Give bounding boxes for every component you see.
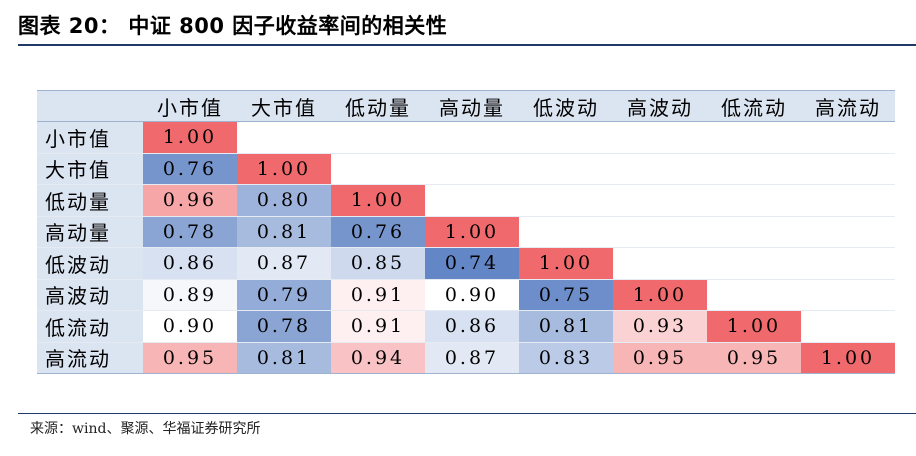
correlation-cell: 0.95 <box>143 342 237 374</box>
empty-cell <box>613 121 707 154</box>
correlation-cell: 0.86 <box>425 310 519 343</box>
column-header: 大市值 <box>237 90 331 122</box>
empty-cell <box>425 184 519 217</box>
figure-title: 图表 20： 中证 800 因子收益率间的相关性 <box>18 14 448 38</box>
correlation-cell: 0.81 <box>519 310 613 343</box>
row-header: 高流动 <box>37 342 143 374</box>
table-row: 大市值 0.76 1.00 <box>37 153 895 185</box>
correlation-cell: 0.81 <box>237 216 331 248</box>
empty-cell <box>707 279 801 311</box>
empty-cell <box>331 121 425 154</box>
correlation-cell: 1.00 <box>237 153 331 185</box>
row-header: 低流动 <box>37 310 143 343</box>
empty-cell <box>801 247 895 280</box>
row-header: 低动量 <box>37 184 143 217</box>
row-header: 大市值 <box>37 153 143 185</box>
correlation-cell: 0.81 <box>237 342 331 374</box>
empty-cell <box>519 121 613 154</box>
correlation-cell: 0.90 <box>143 310 237 343</box>
empty-cell <box>519 153 613 185</box>
correlation-cell: 0.96 <box>143 184 237 217</box>
empty-cell <box>613 184 707 217</box>
correlation-cell: 0.90 <box>425 279 519 311</box>
table-row: 低流动 0.90 0.78 0.91 0.86 0.81 0.93 1.00 <box>37 310 895 343</box>
column-header: 低流动 <box>707 90 801 122</box>
empty-cell <box>519 216 613 248</box>
correlation-cell: 0.87 <box>237 247 331 280</box>
correlation-cell: 0.91 <box>331 310 425 343</box>
empty-cell <box>237 121 331 154</box>
correlation-cell: 1.00 <box>801 342 895 374</box>
column-header: 高波动 <box>613 90 707 122</box>
table-row: 低动量 0.96 0.80 1.00 <box>37 184 895 217</box>
row-header: 高动量 <box>37 216 143 248</box>
empty-cell <box>801 310 895 343</box>
correlation-cell: 0.79 <box>237 279 331 311</box>
correlation-cell: 1.00 <box>143 121 237 154</box>
correlation-cell: 0.93 <box>613 310 707 343</box>
correlation-cell: 1.00 <box>425 216 519 248</box>
correlation-cell: 0.89 <box>143 279 237 311</box>
correlation-cell: 1.00 <box>707 310 801 343</box>
empty-cell <box>707 184 801 217</box>
source-rule <box>18 413 916 414</box>
correlation-cell: 0.85 <box>331 247 425 280</box>
correlation-cell: 0.78 <box>143 216 237 248</box>
row-header: 高波动 <box>37 279 143 311</box>
empty-cell <box>707 121 801 154</box>
correlation-cell: 0.95 <box>707 342 801 374</box>
empty-cell <box>613 247 707 280</box>
empty-cell <box>425 153 519 185</box>
empty-cell <box>801 216 895 248</box>
table-row: 低波动 0.86 0.87 0.85 0.74 1.00 <box>37 247 895 280</box>
table-row: 高波动 0.89 0.79 0.91 0.90 0.75 1.00 <box>37 279 895 311</box>
title-rule <box>18 44 916 46</box>
correlation-cell: 1.00 <box>519 247 613 280</box>
correlation-cell: 0.86 <box>143 247 237 280</box>
correlation-cell: 0.75 <box>519 279 613 311</box>
table-row: 小市值 1.00 <box>37 121 895 154</box>
empty-cell <box>613 216 707 248</box>
correlation-cell: 0.94 <box>331 342 425 374</box>
correlation-cell: 0.76 <box>331 216 425 248</box>
empty-cell <box>331 153 425 185</box>
correlation-cell: 0.95 <box>613 342 707 374</box>
correlation-cell: 0.76 <box>143 153 237 185</box>
empty-cell <box>801 153 895 185</box>
correlation-cell: 0.80 <box>237 184 331 217</box>
correlation-cell: 0.78 <box>237 310 331 343</box>
empty-cell <box>707 247 801 280</box>
row-header: 低波动 <box>37 247 143 280</box>
empty-cell <box>801 279 895 311</box>
column-header: 高动量 <box>425 90 519 122</box>
correlation-cell: 1.00 <box>331 184 425 217</box>
correlation-matrix: 小市值 大市值 低动量 高动量 低波动 高波动 低流动 高流动 小市值 1.00 大… <box>37 90 895 374</box>
row-header: 小市值 <box>37 121 143 154</box>
empty-cell <box>707 216 801 248</box>
empty-cell <box>425 121 519 154</box>
correlation-cell: 0.83 <box>519 342 613 374</box>
column-header: 小市值 <box>143 90 237 122</box>
table-row: 高动量 0.78 0.81 0.76 1.00 <box>37 216 895 248</box>
empty-cell <box>519 184 613 217</box>
empty-cell <box>801 121 895 154</box>
column-header: 低动量 <box>331 90 425 122</box>
correlation-cell: 0.87 <box>425 342 519 374</box>
table-row: 高流动 0.95 0.81 0.94 0.87 0.83 0.95 0.95 1.00 <box>37 342 895 374</box>
correlation-cell: 1.00 <box>613 279 707 311</box>
header-row: 小市值 大市值 低动量 高动量 低波动 高波动 低流动 高流动 <box>37 90 895 122</box>
column-header: 低波动 <box>519 90 613 122</box>
source-note: 来源：wind、聚源、华福证券研究所 <box>30 421 261 437</box>
corner-cell <box>37 90 143 122</box>
correlation-cell: 0.74 <box>425 247 519 280</box>
matrix-body: 小市值 1.00 大市值 0.76 1.00 低动量 0.96 0.80 1.00 高动量 0.78… <box>37 121 895 374</box>
empty-cell <box>613 153 707 185</box>
column-header: 高流动 <box>801 90 895 122</box>
empty-cell <box>707 153 801 185</box>
empty-cell <box>801 184 895 217</box>
correlation-cell: 0.91 <box>331 279 425 311</box>
